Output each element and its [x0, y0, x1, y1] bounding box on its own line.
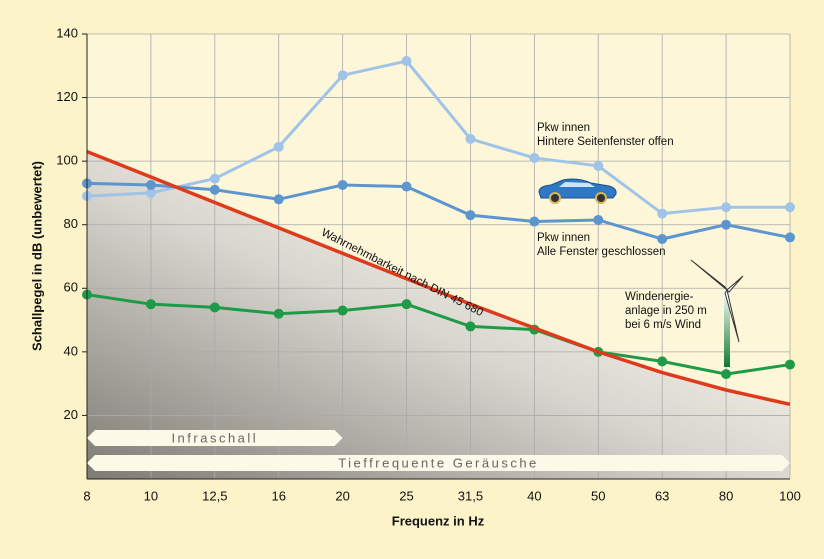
point: [337, 305, 348, 316]
point: [209, 184, 220, 195]
point: [465, 321, 476, 332]
point: [529, 216, 540, 227]
point: [465, 210, 476, 221]
point: [721, 369, 732, 380]
annotation: Windenergie-: [625, 291, 694, 303]
point: [209, 302, 220, 313]
annotation: Pkw innen: [537, 232, 590, 244]
x-axis-title: Frequenz in Hz: [392, 513, 485, 528]
x-tick-label: 50: [591, 488, 605, 503]
x-tick-label: 100: [779, 488, 801, 503]
y-axis-title: Schallpegel in dB (unbewertet): [29, 161, 44, 351]
point: [337, 179, 348, 190]
x-tick-label: 40: [527, 488, 541, 503]
y-tick-label: 120: [56, 89, 78, 104]
point: [785, 202, 795, 213]
annotation: bei 6 m/s Wind: [625, 319, 701, 331]
x-tick-label: 10: [144, 488, 158, 503]
band-label: Infraschall: [171, 430, 258, 445]
point: [721, 202, 732, 213]
y-tick-label: 100: [56, 153, 78, 168]
point: [593, 214, 604, 225]
point: [657, 208, 668, 219]
x-tick-label: 12,5: [202, 488, 227, 503]
x-tick-label: 16: [271, 488, 285, 503]
point: [401, 299, 412, 310]
y-tick-label: 40: [64, 343, 78, 358]
point: [657, 356, 668, 367]
point: [273, 308, 284, 319]
annotation: Alle Fenster geschlossen: [537, 246, 665, 258]
series-line: [86, 181, 791, 241]
point: [273, 194, 284, 205]
point: [785, 232, 795, 243]
point: [337, 70, 348, 81]
annotation: Pkw innen: [537, 122, 590, 134]
point: [465, 133, 476, 144]
point: [785, 359, 795, 370]
turbine-icon: [690, 259, 744, 367]
annotation: Hintere Seitenfenster offen: [537, 136, 674, 148]
y-tick-label: 20: [64, 407, 78, 422]
x-tick-label: 8: [83, 488, 90, 503]
annotation: anlage in 250 m: [625, 305, 707, 317]
point: [529, 152, 540, 163]
point: [721, 219, 732, 230]
x-tick-label: 31,5: [458, 488, 483, 503]
y-tick-label: 140: [56, 25, 78, 40]
band-arrow: [87, 455, 790, 471]
series-line: [86, 149, 791, 407]
x-tick-label: 80: [719, 488, 733, 503]
point: [593, 160, 604, 171]
point: [209, 173, 220, 184]
point: [401, 181, 412, 192]
point: [145, 299, 156, 310]
car-icon: [538, 178, 617, 204]
series-line: [86, 59, 790, 216]
band-arrow: [87, 430, 343, 446]
y-tick-label: 60: [64, 280, 78, 295]
point: [657, 234, 668, 245]
y-tick-label: 80: [64, 216, 78, 231]
point: [401, 56, 412, 67]
point: [273, 141, 284, 152]
point: [145, 179, 156, 190]
point: [145, 187, 156, 198]
x-tick-label: 20: [335, 488, 349, 503]
x-tick-label: 63: [655, 488, 669, 503]
series-line: [86, 293, 791, 376]
band-label: Tieffrequente Geräusche: [338, 455, 539, 470]
x-tick-label: 25: [399, 488, 413, 503]
